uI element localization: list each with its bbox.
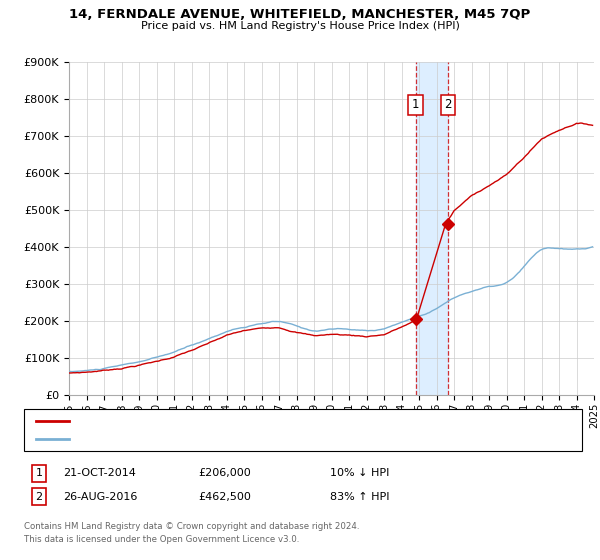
Text: 21-OCT-2014: 21-OCT-2014: [63, 468, 136, 478]
Text: This data is licensed under the Open Government Licence v3.0.: This data is licensed under the Open Gov…: [24, 535, 299, 544]
Text: 83% ↑ HPI: 83% ↑ HPI: [330, 492, 389, 502]
Text: 14, FERNDALE AVENUE, WHITEFIELD, MANCHESTER, M45 7QP: 14, FERNDALE AVENUE, WHITEFIELD, MANCHES…: [70, 8, 530, 21]
Text: 26-AUG-2016: 26-AUG-2016: [63, 492, 137, 502]
Text: 14, FERNDALE AVENUE, WHITEFIELD, MANCHESTER, M45 7QP (detached house): 14, FERNDALE AVENUE, WHITEFIELD, MANCHES…: [75, 416, 467, 426]
Text: 1: 1: [35, 468, 43, 478]
Text: 1: 1: [412, 99, 419, 111]
Text: Price paid vs. HM Land Registry's House Price Index (HPI): Price paid vs. HM Land Registry's House …: [140, 21, 460, 31]
Text: HPI: Average price, detached house, Bury: HPI: Average price, detached house, Bury: [75, 434, 278, 444]
Text: £206,000: £206,000: [198, 468, 251, 478]
Text: £462,500: £462,500: [198, 492, 251, 502]
Text: 10% ↓ HPI: 10% ↓ HPI: [330, 468, 389, 478]
Text: 2: 2: [444, 99, 452, 111]
Bar: [415, 62, 448, 395]
Text: 2: 2: [35, 492, 43, 502]
Text: Contains HM Land Registry data © Crown copyright and database right 2024.: Contains HM Land Registry data © Crown c…: [24, 522, 359, 531]
